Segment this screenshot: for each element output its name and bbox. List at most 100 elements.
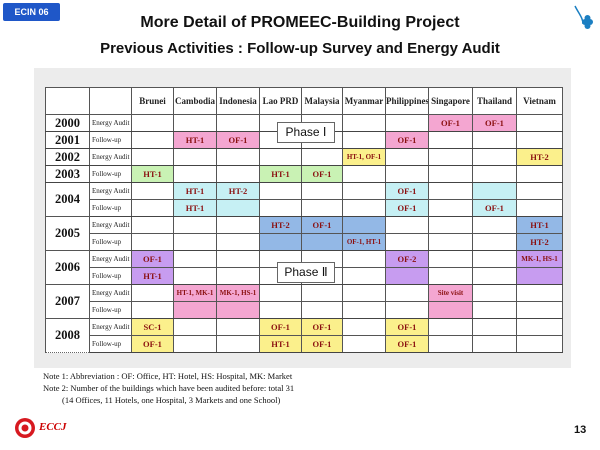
table-cell	[385, 301, 429, 319]
note-3: (14 Offices, 11 Hotels, one Hospital, 3 …	[62, 395, 281, 405]
table-row: Follow-up HT-1 OF-1 OF-1	[46, 199, 563, 217]
table-cell: OF-1	[301, 335, 343, 353]
year-cell: 2004	[45, 182, 90, 217]
page-subtitle: Previous Activities : Follow-up Survey a…	[100, 40, 500, 57]
table-cell: SC-1	[131, 318, 174, 336]
table-cell: OF-1	[385, 199, 429, 217]
table-cell: OF-2	[385, 250, 429, 268]
table-cell	[259, 182, 302, 200]
table-cell	[472, 335, 517, 353]
table-cell	[259, 233, 302, 251]
column-header: Vietnam	[516, 87, 563, 115]
clover-logo-icon	[574, 5, 593, 29]
activity-type-cell: Energy Audit	[89, 250, 132, 268]
activity-type-cell: Energy Audit	[89, 114, 132, 132]
table-cell: OF-1	[301, 318, 343, 336]
table-cell: HT-1, MK-1	[173, 284, 217, 302]
table-cell	[385, 114, 429, 132]
activity-type-cell: Energy Audit	[89, 284, 132, 302]
table-cell: HT-1	[131, 165, 174, 183]
table-row: 2004 Energy Audit HT-1 HT-2 OF-1	[45, 182, 563, 217]
table-cell	[342, 335, 386, 353]
table-header-row: Brunei Cambodia Indonesia Lao PRD Malays…	[45, 87, 563, 115]
table-cell	[259, 199, 302, 217]
activity-type-cell: Follow-up	[89, 233, 132, 251]
table-cell	[428, 165, 473, 183]
table-cell	[428, 148, 473, 166]
table-cell	[131, 216, 174, 234]
table-cell	[342, 165, 386, 183]
column-header: Cambodia	[173, 87, 217, 115]
table-cell	[216, 199, 260, 217]
table-cell: OF-1	[385, 335, 429, 353]
table-cell	[428, 267, 473, 285]
table-cell	[516, 131, 563, 149]
table-cell	[131, 233, 174, 251]
header-blank	[89, 87, 132, 115]
table-cell	[428, 318, 473, 336]
note-1: Note 1: Abbreviation : OF: Office, HT: H…	[43, 371, 293, 381]
table-cell: OF-1	[301, 216, 343, 234]
page-number: 13	[574, 424, 587, 436]
table-cell: OF-1	[216, 131, 260, 149]
column-header: Thailand	[472, 87, 517, 115]
table-cell: OF-1	[259, 318, 302, 336]
table-cell	[516, 114, 563, 132]
table-cell	[428, 199, 473, 217]
table-cell	[516, 335, 563, 353]
year-cell: 2006	[45, 250, 90, 285]
year-cell: 2000	[45, 114, 90, 132]
table-cell: OF-1	[131, 335, 174, 353]
table-cell	[342, 216, 386, 234]
table-cell: OF-1	[472, 114, 517, 132]
table-row: 2002 Energy Audit HT-1, OF-1 HT-2	[45, 148, 563, 166]
table-cell: OF-1	[301, 165, 343, 183]
table-cell: HT-1	[173, 182, 217, 200]
table-row: Follow-up	[46, 301, 563, 319]
table-cell	[216, 148, 260, 166]
table-cell	[216, 165, 260, 183]
table-cell	[342, 284, 386, 302]
table-cell	[216, 114, 260, 132]
table-cell	[472, 267, 517, 285]
table-cell: HT-1	[173, 131, 217, 149]
table-cell	[259, 284, 302, 302]
table-cell	[342, 182, 386, 200]
table-cell: Site visit	[428, 284, 473, 302]
table-row: 2008 Energy Audit SC-1 OF-1 OF-1 OF-1	[45, 318, 563, 353]
table-cell	[216, 233, 260, 251]
table-cell: OF-1	[131, 250, 174, 268]
table-cell	[385, 148, 429, 166]
slide-tag: ECIN 06	[3, 3, 60, 21]
table-cell	[301, 199, 343, 217]
table-cell	[385, 267, 429, 285]
activity-type-cell: Energy Audit	[89, 216, 132, 234]
table-cell	[472, 131, 517, 149]
table-row: 2006 Energy Audit OF-1 OF-2 MK-1, HS-1	[45, 250, 563, 285]
table-cell	[259, 148, 302, 166]
table-cell	[131, 131, 174, 149]
year-cell: 2003	[45, 165, 90, 183]
table-cell: MK-1, HS-1	[216, 284, 260, 302]
table-cell: MK-1, HS-1	[516, 250, 563, 268]
year-cell: 2008	[45, 318, 90, 353]
year-cell: 2005	[45, 216, 90, 251]
table-cell	[173, 335, 217, 353]
table-row: 2005 Energy Audit HT-2 OF-1 HT-1	[45, 216, 563, 251]
activity-type-cell: Follow-up	[89, 199, 132, 217]
table-cell: HT-2	[516, 233, 563, 251]
table-cell: HT-2	[259, 216, 302, 234]
table-cell	[173, 148, 217, 166]
table-cell	[428, 216, 473, 234]
table-row: 2003 Follow-up HT-1 HT-1 OF-1	[45, 165, 563, 183]
table-cell	[342, 250, 386, 268]
table-cell	[301, 284, 343, 302]
table-cell	[216, 318, 260, 336]
table-cell	[131, 199, 174, 217]
table-cell	[428, 233, 473, 251]
table-cell	[428, 335, 473, 353]
table-cell	[216, 267, 260, 285]
activity-type-cell: Follow-up	[89, 335, 132, 353]
table-cell	[131, 301, 174, 319]
table-cell	[173, 318, 217, 336]
